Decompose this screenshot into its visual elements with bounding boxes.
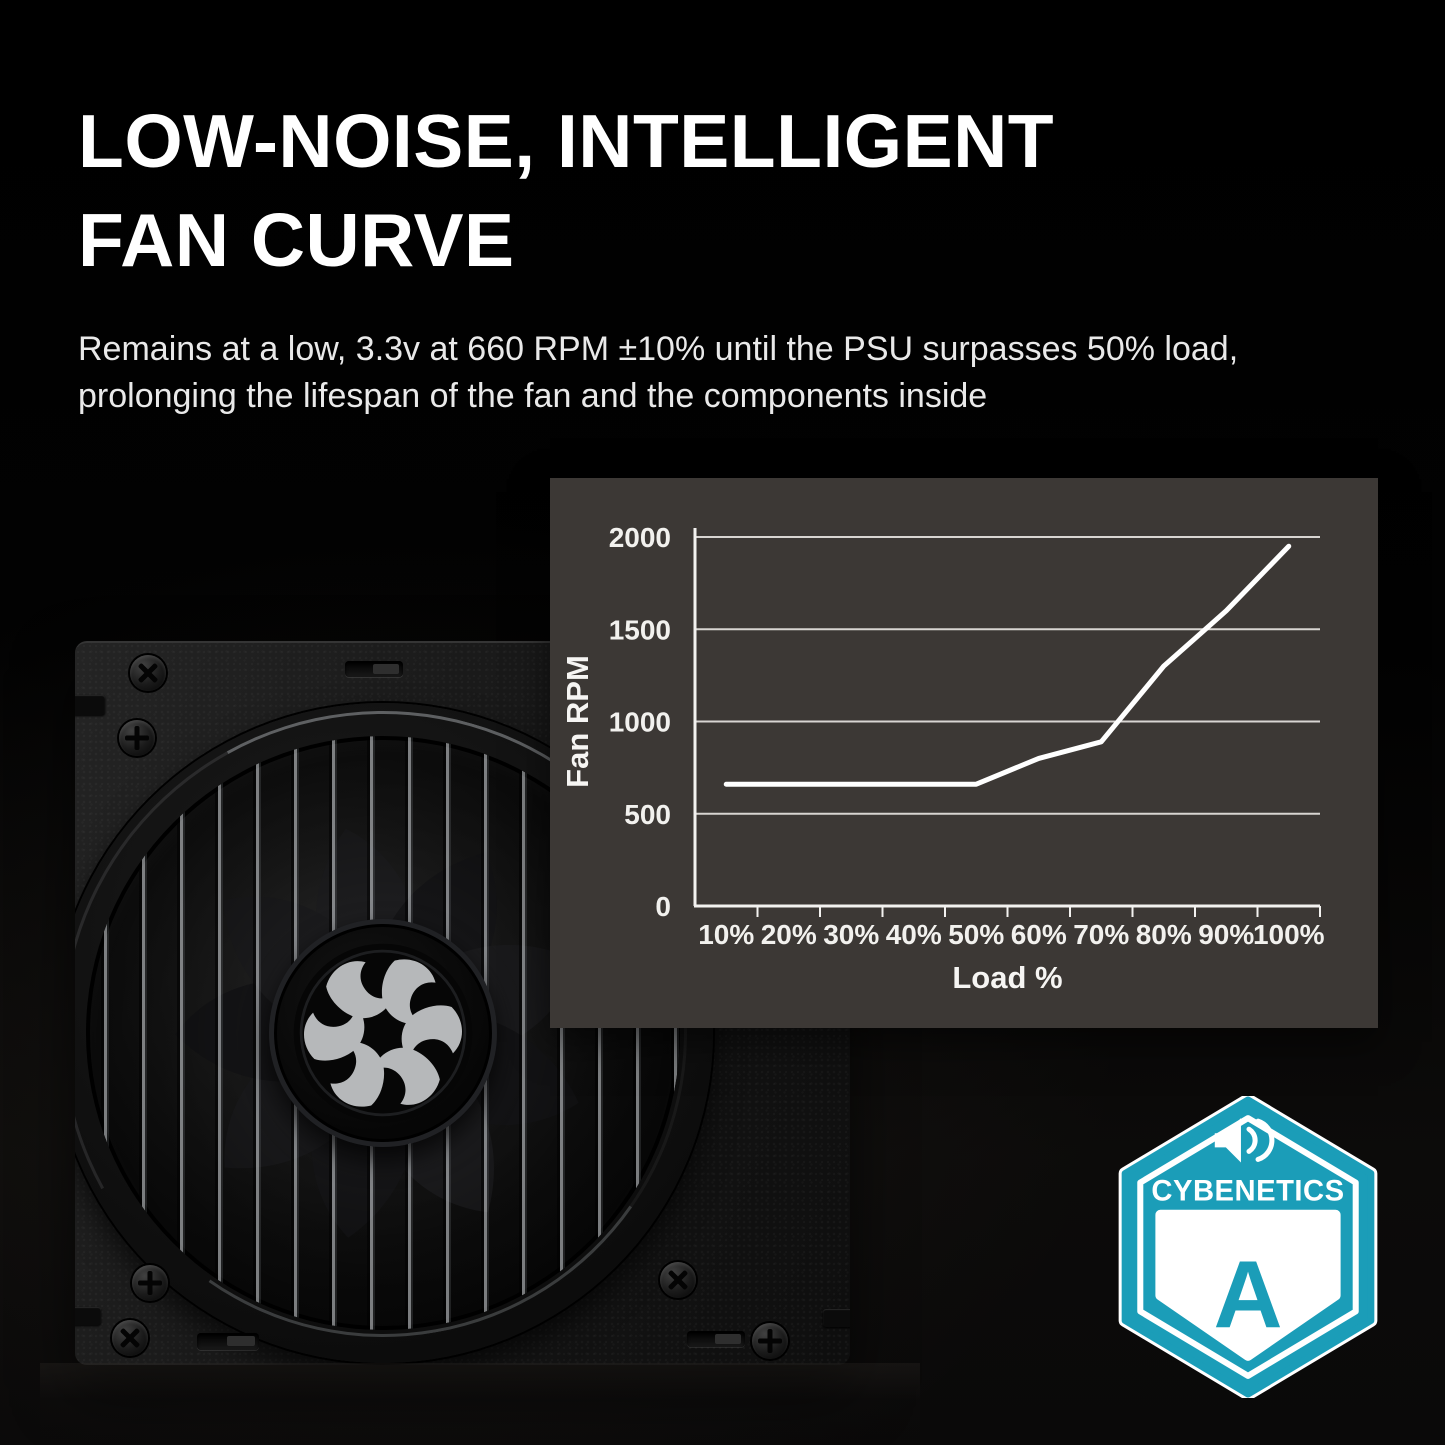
svg-text:60%: 60% — [1011, 919, 1067, 950]
badge-grade-label: A — [1213, 1242, 1282, 1349]
screw-icon — [752, 1323, 788, 1359]
page-title-line1: LOW-NOISE, INTELLIGENT — [78, 99, 1055, 183]
svg-text:Load %: Load % — [952, 960, 1062, 995]
badge-inner-ring — [1137, 1115, 1359, 1379]
screw-icon — [112, 1320, 148, 1356]
svg-text:10%: 10% — [698, 919, 754, 950]
badge-brand-label: CYBENETICS — [1151, 1176, 1344, 1208]
floor-shadow — [40, 1363, 920, 1445]
screw-icon — [660, 1262, 696, 1298]
screw-icon — [119, 720, 155, 756]
svg-text:90%: 90% — [1198, 919, 1254, 950]
badge-shield — [1155, 1209, 1341, 1361]
screw-icon — [130, 655, 166, 691]
svg-text:20%: 20% — [761, 919, 817, 950]
svg-text:70%: 70% — [1073, 919, 1129, 950]
edge-tab — [75, 695, 105, 715]
svg-text:30%: 30% — [823, 919, 879, 950]
page-title: LOW-NOISE, INTELLIGENT FAN CURVE — [78, 92, 1054, 290]
page-title-line2: FAN CURVE — [78, 198, 515, 282]
edge-tab — [75, 1307, 101, 1325]
svg-text:Fan RPM: Fan RPM — [560, 655, 595, 788]
svg-text:1500: 1500 — [609, 614, 671, 645]
speaker-icon — [1214, 1118, 1275, 1163]
edge-tab — [823, 1309, 850, 1327]
svg-text:80%: 80% — [1136, 919, 1192, 950]
svg-text:0: 0 — [655, 891, 671, 922]
svg-text:1000: 1000 — [609, 707, 671, 738]
cybenetics-badge: CYBENETICS A — [1118, 1096, 1378, 1398]
svg-text:100%: 100% — [1253, 919, 1325, 950]
xpg-logo-icon — [293, 943, 473, 1123]
description-text: Remains at a low, 3.3v at 660 RPM ±10% u… — [78, 330, 1239, 415]
svg-text:50%: 50% — [948, 919, 1004, 950]
screw-icon — [132, 1265, 168, 1301]
fan-hub — [269, 919, 497, 1147]
fan-curve-chart: 0 500 1000 1500 2000 10% 20% 30% 40% 50% 60% 70% 80%… — [550, 478, 1378, 1028]
svg-text:500: 500 — [624, 799, 671, 830]
vent-slot — [687, 1331, 745, 1347]
vent-slot — [345, 661, 403, 677]
svg-text:2000: 2000 — [609, 522, 671, 553]
vent-slot — [197, 1333, 259, 1350]
chart-canvas: 0 500 1000 1500 2000 10% 20% 30% 40% 50% 60% 70% 80%… — [560, 522, 1325, 995]
svg-text:40%: 40% — [886, 919, 942, 950]
